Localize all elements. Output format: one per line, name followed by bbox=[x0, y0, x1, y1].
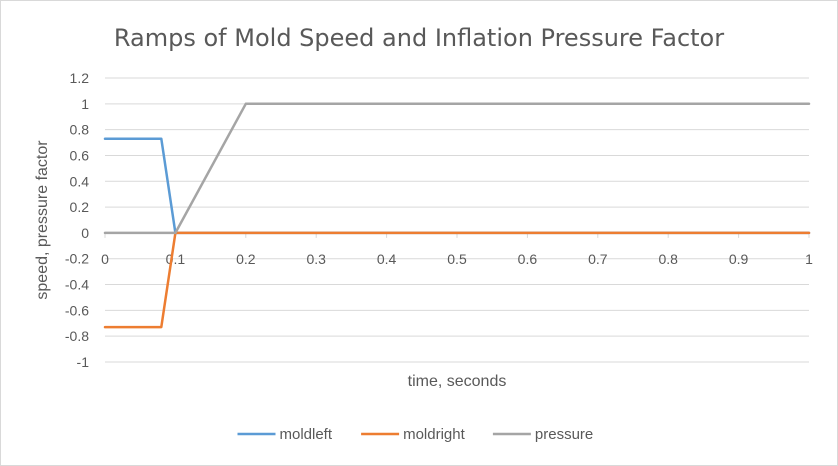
x-tick-label: 0.9 bbox=[729, 251, 749, 267]
y-tick-label: -1 bbox=[77, 354, 90, 370]
x-axis-title: time, seconds bbox=[408, 373, 507, 390]
x-tick-label: 0.4 bbox=[377, 251, 397, 267]
x-tick-label: 0.6 bbox=[518, 251, 538, 267]
y-axis-title: speed, pressure factor bbox=[34, 140, 51, 300]
y-tick-label: 1 bbox=[81, 96, 89, 112]
y-tick-label: -0.6 bbox=[65, 302, 89, 318]
series-line-moldright bbox=[103, 231, 811, 329]
x-tick-label: 0.8 bbox=[658, 251, 678, 267]
x-tick-label: 0 bbox=[101, 251, 109, 267]
y-tick-label: 1.2 bbox=[70, 70, 90, 86]
series-line-moldleft bbox=[103, 137, 811, 235]
x-axis-ticks: 0 0.1 0.2 0.3 0.4 0.5 0.6 0.7 0.8 0.9 1 bbox=[101, 251, 813, 267]
x-tick-label: 1 bbox=[805, 251, 813, 267]
chart-title: Ramps of Mold Speed and Inflation Pressu… bbox=[114, 24, 724, 52]
gridlines bbox=[105, 77, 809, 363]
legend-label: pressure bbox=[535, 426, 593, 443]
y-tick-label: 0.4 bbox=[70, 173, 90, 189]
y-tick-label: -0.4 bbox=[65, 277, 89, 293]
legend: moldleft moldright pressure bbox=[237, 426, 593, 443]
y-tick-label: 0.8 bbox=[70, 122, 90, 138]
x-tick-label: 0.5 bbox=[447, 251, 467, 267]
y-tick-label: 0 bbox=[81, 225, 89, 241]
y-axis-ticks: 1.2 1 0.8 0.6 0.4 0.2 0 -0.2 -0.4 -0.6 -0.8 -1 bbox=[65, 70, 89, 370]
x-tick-label: 0.3 bbox=[306, 251, 326, 267]
y-tick-label: -0.8 bbox=[65, 328, 89, 344]
series-lines bbox=[103, 102, 811, 329]
legend-label: moldleft bbox=[280, 426, 333, 443]
y-tick-label: -0.2 bbox=[65, 251, 89, 267]
legend-item-moldright: moldright bbox=[361, 426, 466, 443]
x-tick-label: 0.1 bbox=[166, 251, 186, 267]
legend-item-moldleft: moldleft bbox=[237, 426, 333, 443]
x-tick-label: 0.2 bbox=[236, 251, 256, 267]
legend-label: moldright bbox=[403, 426, 466, 443]
y-tick-label: 0.6 bbox=[70, 147, 90, 163]
y-tick-label: 0.2 bbox=[70, 199, 90, 215]
x-tick-label: 0.7 bbox=[588, 251, 608, 267]
legend-item-pressure: pressure bbox=[492, 426, 593, 443]
series-line-pressure bbox=[103, 102, 811, 235]
